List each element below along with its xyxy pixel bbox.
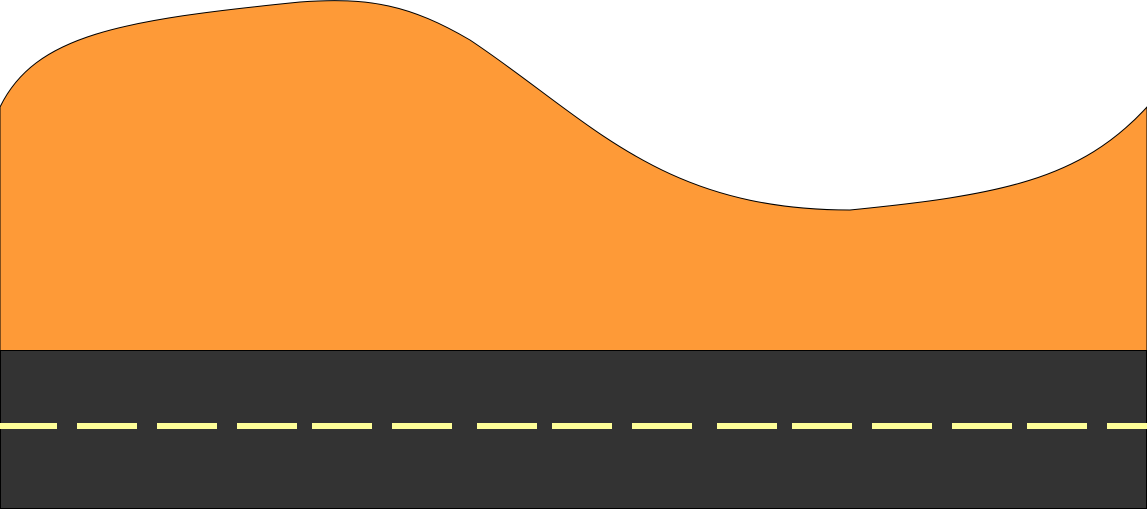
lane-dash — [157, 423, 217, 429]
lane-dash — [0, 423, 57, 429]
lane-dash — [717, 423, 777, 429]
center-lane-markings — [0, 423, 1147, 429]
lane-dash — [872, 423, 932, 429]
road-surface — [0, 350, 1147, 509]
lane-dash — [1107, 423, 1147, 429]
lane-dash — [237, 423, 297, 429]
lane-dash — [77, 423, 137, 429]
lane-dash — [312, 423, 372, 429]
hill-terrain — [0, 0, 1147, 353]
lane-dash — [392, 423, 452, 429]
lane-dash — [1027, 423, 1087, 429]
lane-dash — [792, 423, 852, 429]
lane-dash — [477, 423, 537, 429]
lane-dash — [632, 423, 692, 429]
lane-dash — [952, 423, 1012, 429]
lane-dash — [552, 423, 612, 429]
